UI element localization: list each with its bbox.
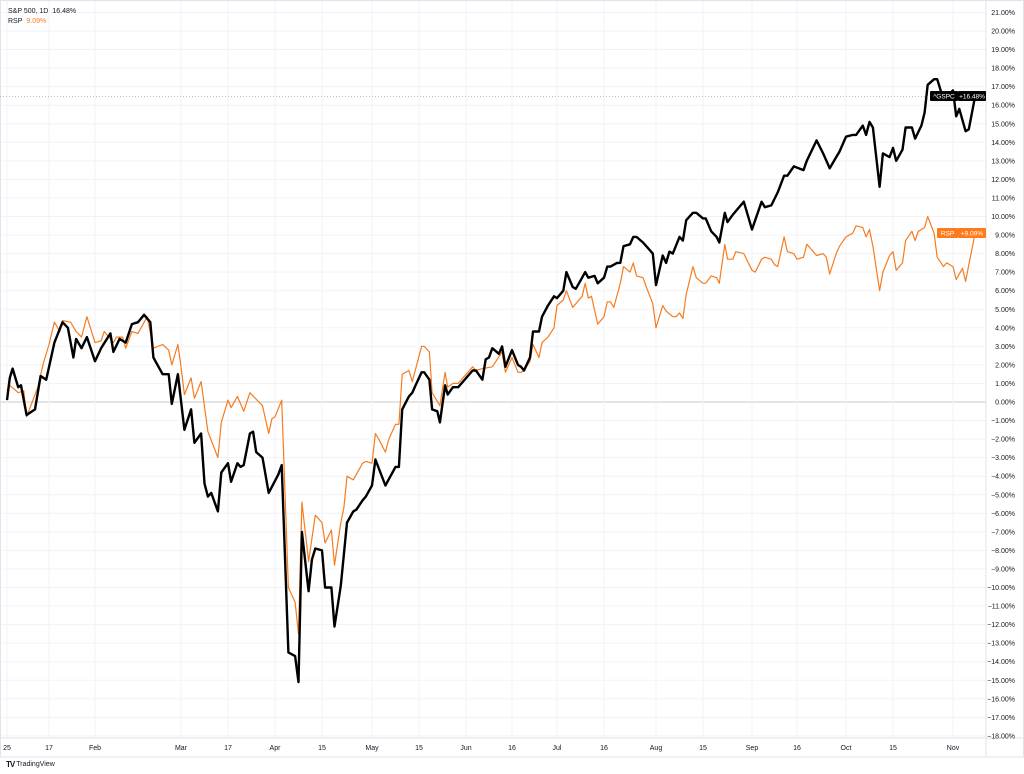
x-tick-label: May	[365, 745, 379, 752]
grid-lines	[0, 0, 1024, 758]
last-price-labels: ^GSPC +16.48% RSP +9.09%	[930, 91, 986, 238]
tradingview-logo-icon: TV	[6, 760, 15, 769]
y-tick-label: 13.00%	[991, 158, 1015, 165]
spx-value-label-bg	[958, 91, 986, 101]
x-tick-label: 16	[600, 745, 608, 752]
rsp-value-label: +9.09%	[961, 231, 983, 238]
y-tick-label: 16.00%	[991, 103, 1015, 110]
x-tick-label: Nov	[947, 745, 960, 752]
tradingview-logo[interactable]: TV TradingView	[6, 760, 55, 769]
y-tick-label: 6.00%	[995, 288, 1015, 295]
x-tick-label: 15	[318, 745, 326, 752]
x-tick-label: Oct	[841, 745, 852, 752]
legend-spx-value: 16.48%	[52, 8, 77, 15]
price-axis[interactable]: 21.00% 20.00% 19.00% 18.00% 17.00% 16.00% 15.0…	[987, 10, 1015, 740]
spx-symbol-label-bg	[930, 91, 958, 101]
y-tick-label: 4.00%	[995, 325, 1015, 332]
y-tick-label: 17.00%	[991, 84, 1015, 91]
x-tick-label: Feb	[89, 745, 101, 752]
y-tick-label: −5.00%	[991, 492, 1015, 499]
y-tick-label: −18.00%	[987, 733, 1015, 740]
x-tick-label: Jun	[460, 745, 471, 752]
y-tick-label: −8.00%	[991, 548, 1015, 555]
y-tick-label: −15.00%	[987, 678, 1015, 685]
legend-rsp[interactable]: RSP 9.09%	[8, 17, 76, 27]
y-tick-label: 21.00%	[991, 10, 1015, 17]
y-tick-label: −17.00%	[987, 715, 1015, 722]
x-tick-label: 17	[45, 745, 53, 752]
y-tick-label: −10.00%	[987, 585, 1015, 592]
x-tick-label: 16	[508, 745, 516, 752]
y-tick-label: 18.00%	[991, 66, 1015, 73]
x-tick-label: 16	[793, 745, 801, 752]
legend-spx-name: S&P 500, 1D	[8, 8, 49, 15]
x-tick-label: 17	[224, 745, 232, 752]
x-tick-label: Apr	[270, 745, 282, 752]
y-tick-label: 7.00%	[995, 270, 1015, 277]
y-tick-label: −3.00%	[991, 455, 1015, 462]
x-tick-label: Sep	[746, 745, 759, 752]
spx-value-label: +16.48%	[959, 94, 985, 101]
x-tick-label: 15	[889, 745, 897, 752]
y-tick-label: −12.00%	[987, 622, 1015, 629]
legend-spx[interactable]: S&P 500, 1D 16.48%	[8, 7, 76, 17]
y-tick-label: −1.00%	[991, 418, 1015, 425]
y-tick-label: −16.00%	[987, 696, 1015, 703]
rsp-symbol-label: RSP	[941, 231, 954, 238]
x-tick-label: 15	[699, 745, 707, 752]
y-tick-label: 3.00%	[995, 344, 1015, 351]
x-tick-label: 15	[415, 745, 423, 752]
x-tick-label: Mar	[175, 745, 188, 752]
y-tick-label: 1.00%	[995, 381, 1015, 388]
tradingview-logo-text: TradingView	[16, 761, 55, 768]
x-tick-label: Jul	[553, 745, 562, 752]
x-tick-label: Aug	[650, 745, 663, 752]
y-tick-label: 14.00%	[991, 140, 1015, 147]
legend-rsp-name: RSP	[8, 18, 23, 25]
rsp-value-label-bg	[958, 228, 986, 238]
chart-legend: S&P 500, 1D 16.48% RSP 9.09%	[8, 7, 76, 27]
y-tick-label: −11.00%	[988, 604, 1015, 611]
spx-symbol-label: ^GSPC	[933, 94, 955, 101]
y-tick-label: −14.00%	[987, 659, 1015, 666]
y-tick-label: −2.00%	[991, 437, 1015, 444]
y-tick-label: 0.00%	[995, 400, 1015, 407]
series-lines	[0, 78, 986, 684]
x-tick-label: 25	[3, 745, 11, 752]
legend-rsp-value: 9.09%	[26, 18, 47, 25]
y-tick-label: −9.00%	[991, 566, 1015, 573]
y-tick-label: 8.00%	[995, 251, 1015, 258]
y-tick-label: −4.00%	[991, 474, 1015, 481]
y-tick-label: 19.00%	[991, 47, 1015, 54]
y-tick-label: 10.00%	[991, 214, 1015, 221]
y-tick-label: 2.00%	[995, 362, 1015, 369]
y-tick-label: −7.00%	[991, 529, 1015, 536]
y-tick-label: 20.00%	[991, 29, 1015, 36]
y-tick-label: −13.00%	[987, 641, 1015, 648]
y-tick-label: 9.00%	[995, 233, 1015, 240]
time-axis[interactable]: 25 17 Feb Mar 17 Apr 15 May 15 Jun 16 Jul 16 Aug 15 Sep…	[3, 745, 960, 752]
y-tick-label: 11.00%	[992, 195, 1015, 202]
y-tick-label: 15.00%	[991, 121, 1015, 128]
spx-series-line	[5, 78, 977, 684]
rsp-symbol-label-bg	[937, 228, 958, 238]
y-tick-label: 5.00%	[995, 307, 1015, 314]
y-tick-label: −6.00%	[991, 511, 1015, 518]
y-tick-label: 12.00%	[991, 177, 1015, 184]
